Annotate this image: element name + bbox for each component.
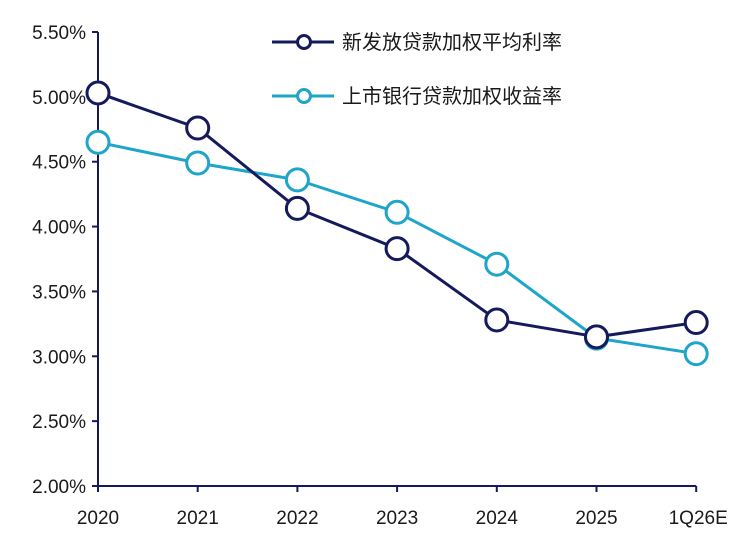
x-tick-label: 2020 (77, 508, 119, 529)
y-tick-label: 4.50% (32, 153, 86, 174)
series-layer (85, 80, 709, 367)
data-point (683, 341, 709, 367)
legend-item-1: 新发放贷款加权平均利率 (272, 30, 562, 54)
y-tick-label: 5.00% (32, 88, 86, 109)
data-point (584, 324, 609, 350)
x-tick-label: 2021 (177, 508, 219, 529)
legend-item-2: 上市银行贷款加权收益率 (272, 84, 562, 108)
x-tick-label: 1Q26E (669, 508, 728, 529)
data-point (185, 115, 211, 141)
data-point (85, 80, 111, 106)
data-point (85, 129, 111, 155)
legend-marker (296, 34, 312, 50)
series-1 (85, 80, 709, 350)
y-tick-label: 3.00% (32, 347, 86, 368)
x-tick-label: 2022 (276, 508, 318, 529)
x-tick-label: 2025 (575, 508, 617, 529)
y-tick-label: 4.00% (32, 218, 86, 239)
data-point (384, 199, 410, 225)
axes: 2.00% 2.50% 3.00% 3.50% 4.00% 4.50% 5.00% 5.50%… (32, 23, 728, 529)
y-tick-label: 3.50% (32, 282, 86, 303)
y-tick-label: 5.50% (32, 23, 86, 44)
legend-label: 上市银行贷款加权收益率 (342, 84, 562, 108)
data-point (384, 236, 410, 262)
y-tick-label: 2.50% (32, 412, 86, 433)
data-point (484, 251, 510, 277)
legend-marker (296, 88, 312, 104)
data-point (683, 310, 709, 336)
data-point (484, 307, 510, 333)
data-point (185, 150, 211, 176)
y-tick-label: 2.00% (32, 477, 86, 498)
data-point (284, 167, 310, 193)
x-tick-label: 2023 (376, 508, 418, 529)
legend-label: 新发放贷款加权平均利率 (342, 30, 562, 54)
data-point (284, 195, 310, 221)
x-tick-label: 2024 (476, 508, 519, 529)
